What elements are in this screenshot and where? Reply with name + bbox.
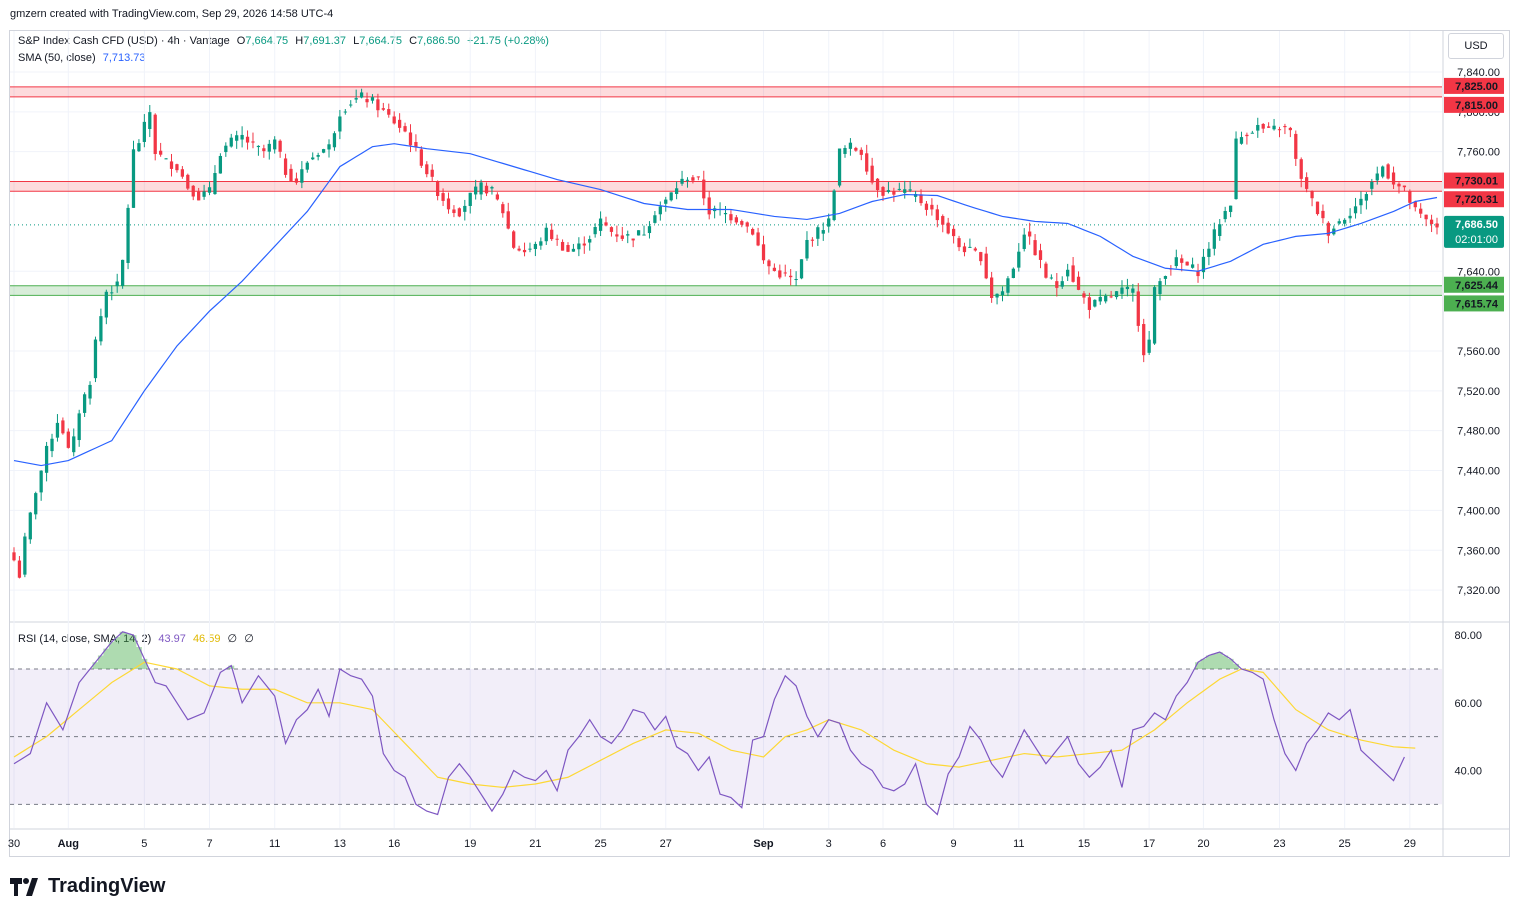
rsi-sma-value: 46.59: [192, 633, 221, 645]
price-legend: S&P Index Cash CFD (USD) · 4h · Vantage …: [18, 35, 553, 47]
ohlc-close: C7,686.50: [409, 35, 460, 47]
rsi-label: RSI (14, close, SMA, 14, 2): [18, 633, 152, 645]
sma-label: SMA (50, close): [18, 52, 96, 64]
brand-name: TradingView: [48, 875, 166, 897]
ohlc-open: O7,664.75: [236, 35, 289, 47]
rsi-extra-1: ∅: [227, 633, 238, 645]
rsi-value: 43.97: [158, 633, 186, 645]
ohlc-change: +21.75 (+0.28%): [466, 35, 549, 47]
rsi-legend[interactable]: RSI (14, close, SMA, 14, 2) 43.97 46.59 …: [18, 632, 258, 645]
symbol-title[interactable]: S&P Index Cash CFD (USD) · 4h · Vantage: [18, 35, 230, 47]
ohlc-high: H7,691.37: [295, 35, 347, 47]
currency-button[interactable]: USD: [1448, 33, 1504, 59]
rsi-extra-2: ∅: [244, 633, 254, 645]
ohlc-low: L7,664.75: [353, 35, 403, 47]
chart-frame: [9, 30, 1510, 857]
chart-credit: gmzern created with TradingView.com, Sep…: [10, 8, 334, 20]
sma-value: 7,713.73: [102, 52, 146, 64]
tradingview-logo-icon: [10, 877, 38, 896]
footer-brand[interactable]: TradingView: [10, 875, 165, 898]
sma-legend[interactable]: SMA (50, close) 7,713.73: [18, 52, 150, 64]
